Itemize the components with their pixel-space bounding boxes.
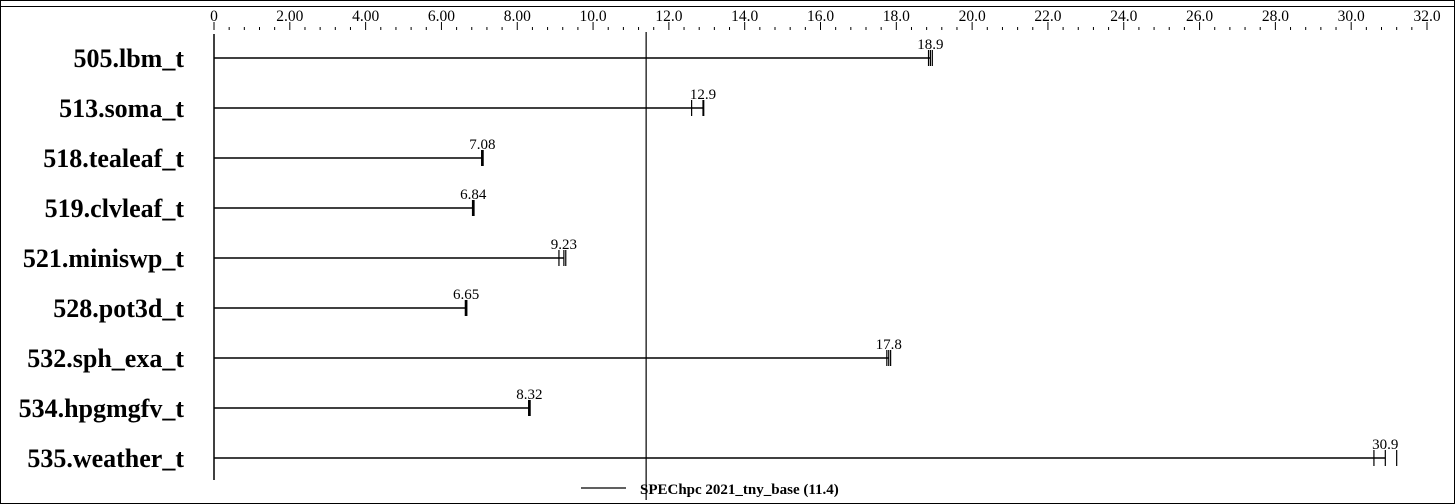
x-tick-label: 6.00: [428, 8, 455, 25]
category-label: 518.tealeaf_t: [43, 144, 184, 173]
category-label: 528.pot3d_t: [53, 294, 184, 323]
category-label: 513.soma_t: [59, 94, 184, 123]
category-label: 534.hpgmgfv_t: [19, 394, 185, 423]
category-label: 535.weather_t: [27, 444, 184, 473]
x-tick-label: 2.00: [276, 8, 303, 25]
value-label: 7.08: [469, 137, 495, 153]
value-labels: 18.9 12.9 7.08 6.84 9.23 6.65 17.8 8.32 30.9: [453, 37, 1398, 453]
x-tick-label: 10.0: [580, 8, 607, 25]
value-label: 18.9: [917, 37, 943, 53]
x-tick-label: 8.00: [504, 8, 531, 25]
category-label: 521.miniswp_t: [23, 244, 184, 273]
value-label: 12.9: [690, 87, 716, 103]
value-label: 17.8: [876, 337, 902, 353]
x-tick-label: 32.0: [1413, 8, 1440, 25]
x-tick-label: 26.0: [1186, 8, 1213, 25]
category-labels: 505.lbm_t 513.soma_t 518.tealeaf_t 519.clvl…: [19, 44, 185, 473]
bars: [213, 34, 1398, 480]
x-tick-label: 16.0: [807, 8, 834, 25]
x-tick-label: 0: [210, 8, 218, 25]
value-label: 9.23: [551, 237, 577, 253]
x-tick-label: 4.00: [352, 8, 379, 25]
x-tick-label: 30.0: [1338, 8, 1365, 25]
legend-label: SPEChpc 2021_tny_base (11.4): [640, 482, 839, 498]
x-tick-label: 24.0: [1110, 8, 1137, 25]
x-tick-label: 20.0: [959, 8, 986, 25]
x-tick-label: 12.0: [655, 8, 682, 25]
value-label: 6.65: [453, 287, 479, 303]
value-label: 6.84: [460, 187, 487, 203]
value-label: 30.9: [1372, 437, 1398, 453]
x-tick-label: 28.0: [1262, 8, 1289, 25]
category-label: 519.clvleaf_t: [45, 194, 185, 223]
value-label: 8.32: [516, 387, 542, 403]
x-tick-label: 14.0: [731, 8, 758, 25]
x-tick-label: 18.0: [883, 8, 910, 25]
x-axis: 0 2.00 4.00 6.00 8.00 10.0 12.0 14.0 16.0 18.0 20.…: [210, 8, 1441, 30]
x-tick-label: 22.0: [1034, 8, 1061, 25]
category-label: 505.lbm_t: [74, 44, 185, 73]
category-label: 532.sph_exa_t: [27, 344, 184, 373]
